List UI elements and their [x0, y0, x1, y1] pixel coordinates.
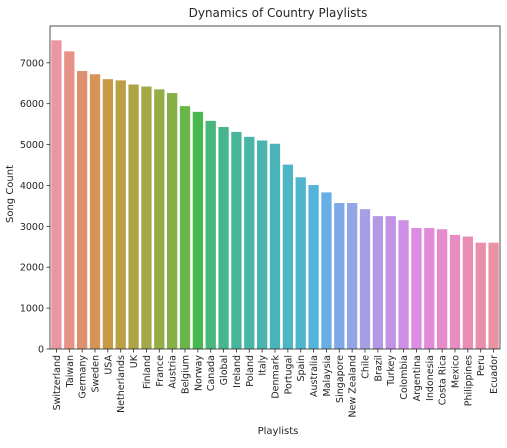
- x-tick-label: Austria: [168, 355, 179, 389]
- y-tick-label: 0: [38, 345, 44, 356]
- x-tick-label: Colombia: [399, 355, 410, 400]
- x-tick-label: UK: [129, 354, 140, 368]
- x-tick-label: Belgium: [181, 355, 192, 394]
- x-tick-label: Canada: [206, 355, 217, 391]
- bar-belgium: [179, 106, 191, 349]
- bar-ecuador: [488, 242, 499, 349]
- y-tick-label: 1000: [20, 304, 44, 315]
- bar-argentina: [411, 227, 422, 349]
- x-tick-label: Mexico: [451, 355, 462, 388]
- x-tick-label: Switzerland: [52, 355, 63, 410]
- x-tick-label: Chile: [361, 355, 372, 379]
- x-tick-label: Poland: [245, 355, 256, 387]
- x-tick-label: Ireland: [232, 355, 243, 388]
- bar-germany: [77, 70, 88, 350]
- y-tick-label: 7000: [20, 58, 44, 69]
- bar-finland: [141, 86, 152, 350]
- y-tick-label: 2000: [20, 263, 44, 274]
- x-tick-label: Philippines: [463, 355, 474, 406]
- x-tick-label: Malaysia: [322, 355, 333, 397]
- bar-australia: [308, 185, 319, 349]
- y-tick-label: 4000: [20, 181, 44, 192]
- x-tick-label: USA: [103, 355, 114, 375]
- x-tick-label: Indonesia: [425, 355, 436, 401]
- x-tick-label: Germany: [78, 355, 89, 399]
- bar-costa-rica: [437, 229, 448, 349]
- x-tick-label: Netherlands: [116, 355, 127, 413]
- bar-uk: [128, 84, 139, 349]
- y-tick-label: 5000: [20, 140, 44, 151]
- bar-denmark: [269, 143, 281, 349]
- x-tick-label: Ecuador: [489, 355, 500, 394]
- x-tick-label: Argentina: [412, 355, 423, 401]
- bar-mexico: [449, 234, 461, 349]
- bar-usa: [102, 79, 113, 349]
- bar-turkey: [385, 216, 396, 349]
- bar-global: [218, 126, 229, 349]
- bar-portugal: [282, 164, 293, 349]
- y-tick-label: 3000: [20, 222, 44, 233]
- bar-philippines: [462, 236, 473, 349]
- bar-colombia: [398, 220, 409, 349]
- bar-brazil: [372, 216, 383, 349]
- bar-new-zealand: [347, 203, 358, 349]
- x-tick-label: Costa Rica: [438, 355, 449, 405]
- bar-netherlands: [115, 80, 126, 349]
- x-tick-label: Peru: [476, 355, 487, 376]
- bar-taiwan: [64, 51, 75, 349]
- bar-norway: [192, 111, 203, 350]
- x-tick-label: Australia: [309, 355, 320, 397]
- x-tick-label: Norway: [193, 355, 204, 391]
- y-axis: 0 1000 2000 3000 4000 5000 6000 7000: [20, 58, 50, 356]
- x-tick-label: Global: [219, 355, 230, 385]
- bar-chile: [359, 209, 371, 349]
- bar-canada: [205, 120, 216, 349]
- plot-frame: [49, 25, 501, 350]
- x-tick-label: Sweden: [91, 355, 102, 393]
- x-tick-label: Turkey: [386, 355, 397, 387]
- bar-switzerland: [51, 40, 62, 350]
- bar-italy: [257, 140, 268, 349]
- x-tick-label: Singapore: [335, 355, 346, 403]
- x-tick-label: Portugal: [283, 355, 294, 394]
- bar-singapore: [334, 203, 345, 349]
- y-axis-title: Song Count: [5, 165, 16, 223]
- x-tick-label: New Zealand: [348, 355, 359, 417]
- bar-indonesia: [424, 227, 435, 349]
- bar-malaysia: [321, 192, 332, 349]
- bar-sweden: [89, 74, 101, 349]
- x-axis: Switzerland Taiwan Germany Sweden USA Netherl…: [52, 349, 500, 417]
- y-tick-label: 6000: [20, 99, 44, 110]
- x-axis-title: Playlists: [258, 426, 299, 437]
- x-tick-label: Taiwan: [65, 355, 76, 388]
- bar-austria: [167, 93, 178, 349]
- chart-title: Dynamics of Country Playlists: [189, 6, 368, 20]
- x-tick-label: Italy: [258, 355, 269, 376]
- bar-spain: [295, 177, 306, 349]
- bar-france: [154, 89, 165, 350]
- bar-ireland: [231, 131, 242, 349]
- bar-poland: [244, 136, 255, 349]
- x-tick-label: Spain: [296, 355, 307, 382]
- bar-peru: [475, 242, 486, 349]
- x-tick-label: France: [155, 355, 166, 387]
- x-tick-label: Brazil: [373, 355, 384, 382]
- x-tick-label: Denmark: [271, 355, 282, 399]
- x-tick-label: Finland: [142, 355, 153, 389]
- bars-group: [51, 40, 499, 350]
